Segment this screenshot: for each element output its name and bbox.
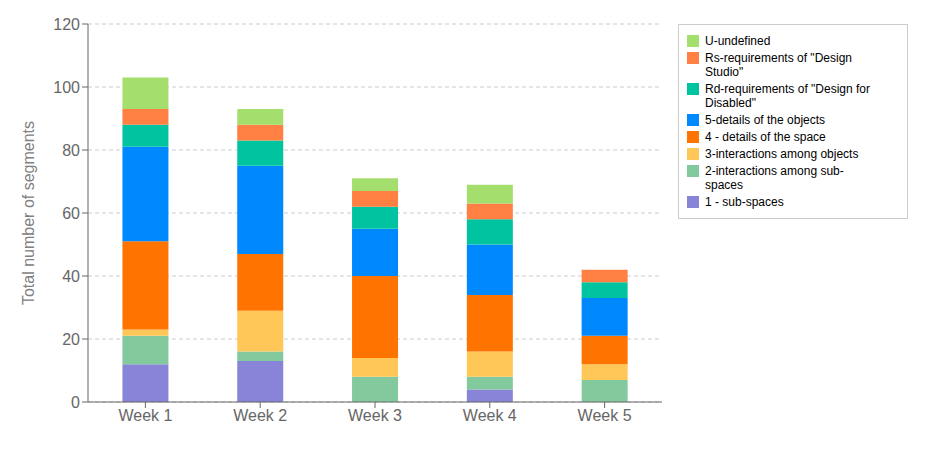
html-text:U-undefined: U-undefined xyxy=(705,34,771,48)
html-text:1 - sub-spaces: 1 - sub-spaces xyxy=(705,195,784,209)
svg-text:60: 60 xyxy=(62,205,80,222)
html-text:2-interactions among sub- spac: 2-interactions among sub- spaces xyxy=(705,164,844,192)
svg-text:Week 3: Week 3 xyxy=(348,407,402,424)
svg-text:80: 80 xyxy=(62,142,80,159)
svg-text:40: 40 xyxy=(62,268,80,285)
svg-text:Total number of segments: Total number of segments xyxy=(20,121,37,305)
svg-text:Week 2: Week 2 xyxy=(233,407,287,424)
svg-text:Week 4: Week 4 xyxy=(463,407,517,424)
svg-text:20: 20 xyxy=(62,331,80,348)
html-text:Rd-requirements of "Design for: Rd-requirements of "Design for Disabled" xyxy=(705,82,870,110)
html-text:3-interactions among objects: 3-interactions among objects xyxy=(705,147,859,161)
svg-text:120: 120 xyxy=(53,16,80,33)
svg-text:0: 0 xyxy=(71,394,80,411)
html-text:5-details of the objects: 5-details of the objects xyxy=(705,113,826,127)
html-text:Rs-requirements of "Design Stu: Rs-requirements of "Design Studio" xyxy=(705,51,852,79)
svg-text:Week 1: Week 1 xyxy=(118,407,172,424)
html-text:4 - details of the space: 4 - details of the space xyxy=(705,130,826,144)
svg-text:Week 5: Week 5 xyxy=(578,407,632,424)
svg-text:100: 100 xyxy=(53,79,80,96)
